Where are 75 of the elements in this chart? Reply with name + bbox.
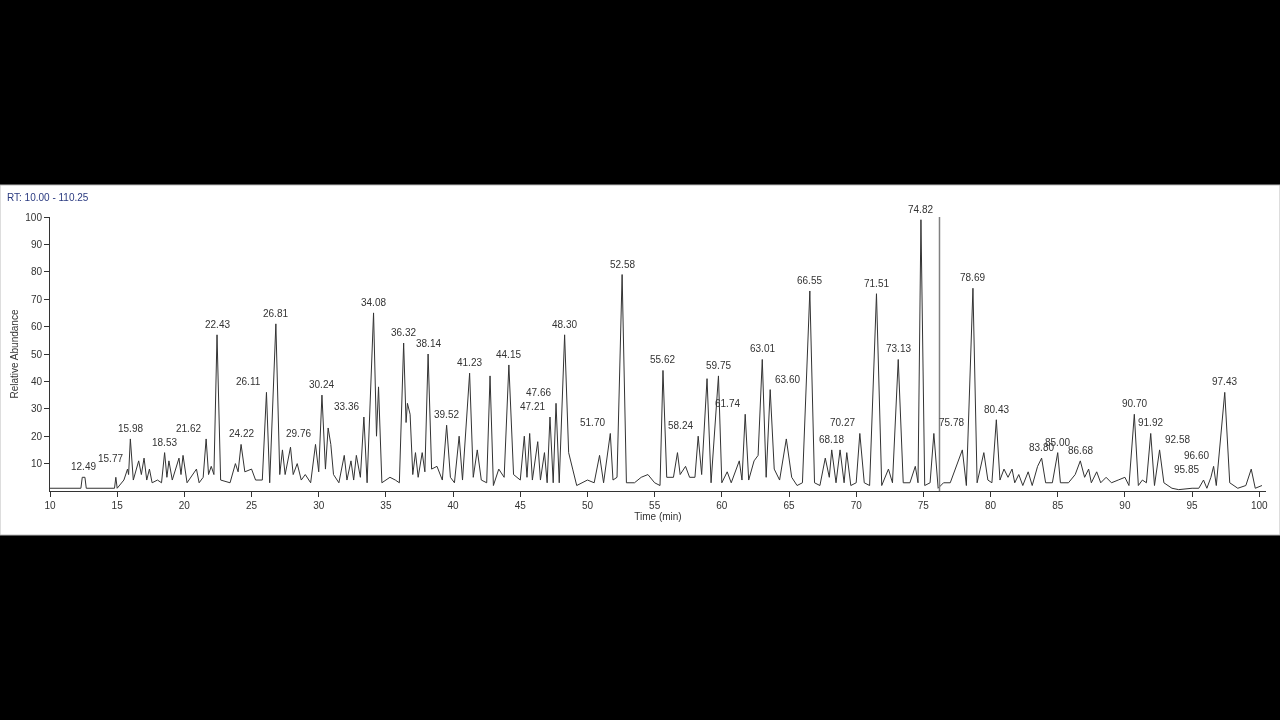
x-tick-label: 25 xyxy=(245,500,258,511)
annotation: 41.23 xyxy=(457,357,483,368)
x-tick-label: 40 xyxy=(447,500,460,511)
annotation: 30.24 xyxy=(309,379,335,390)
annotation: 59.75 xyxy=(706,360,732,371)
annotation: 29.76 xyxy=(286,428,312,439)
annotation: 86.68 xyxy=(1068,445,1094,456)
x-axis-title: Time (min) xyxy=(634,511,682,522)
annotation: 24.22 xyxy=(229,428,255,439)
y-tick-label: 20 xyxy=(30,430,43,442)
x-tick-label: 80 xyxy=(984,500,997,511)
annotation: 70.27 xyxy=(830,417,856,428)
annotation: 34.08 xyxy=(361,297,387,308)
annotation: 96.60 xyxy=(1184,450,1210,461)
annotation: 15.77 xyxy=(98,453,124,464)
x-tick-label: 55 xyxy=(649,500,661,511)
y-tick-label: 70 xyxy=(30,293,43,305)
annotation: 39.52 xyxy=(434,409,460,420)
annotation: 26.81 xyxy=(263,308,289,319)
annotation: 71.51 xyxy=(864,278,890,289)
x-tick-label: 85 xyxy=(1052,500,1064,511)
annotation: 26.11 xyxy=(236,376,261,387)
annotation: 63.01 xyxy=(750,343,776,354)
y-tick-label: 40 xyxy=(30,375,43,387)
annotation: 58.24 xyxy=(668,420,694,431)
annotation: 44.15 xyxy=(496,349,522,360)
annotation: 73.13 xyxy=(886,343,912,354)
y-axis-title: Relative Abundance xyxy=(9,309,21,399)
y-tick-label: 90 xyxy=(30,238,43,250)
x-tick-label: 65 xyxy=(783,500,796,511)
annotation: 97.43 xyxy=(1212,376,1238,387)
x-tick-label: 75 xyxy=(917,500,930,511)
annotation: 51.70 xyxy=(580,417,606,428)
x-tick-label: 30 xyxy=(313,500,325,511)
x-tick-label: 100 xyxy=(1250,500,1269,511)
annotation: 15.98 xyxy=(118,423,144,434)
y-tick-label: 80 xyxy=(30,266,43,278)
annotation: 18.53 xyxy=(152,437,178,448)
x-tick-label: 95 xyxy=(1186,500,1199,511)
x-tick-label: 70 xyxy=(850,500,863,511)
annotation: 95.85 xyxy=(1174,464,1200,475)
annotation: 68.18 xyxy=(819,434,845,445)
annotation: 90.70 xyxy=(1122,398,1148,409)
annotation: 78.69 xyxy=(960,272,986,283)
y-tick-label: 50 xyxy=(30,348,43,360)
annotation: 55.62 xyxy=(650,354,676,365)
annotation: 47.21 xyxy=(520,401,546,412)
annotation: 47.66 xyxy=(526,387,552,398)
x-tick-label: 90 xyxy=(1119,500,1131,511)
x-tick-label: 20 xyxy=(178,500,191,511)
annotation: 91.92 xyxy=(1138,417,1164,428)
y-tick-label: 60 xyxy=(30,321,43,333)
annotation: 22.43 xyxy=(205,319,231,330)
y-tick-label: 10 xyxy=(30,458,43,470)
annotation: 48.30 xyxy=(552,319,578,330)
annotation: 63.60 xyxy=(775,374,801,385)
annotation: 21.62 xyxy=(176,423,202,434)
annotation: 33.36 xyxy=(334,401,360,412)
chart-title: RT: 10.00 - 110.25 xyxy=(7,192,89,203)
x-tick-label: 60 xyxy=(716,500,728,511)
x-tick-label: 35 xyxy=(380,500,392,511)
annotation: 38.14 xyxy=(416,338,442,349)
x-tick-label: 45 xyxy=(514,500,527,511)
x-tick-label: 15 xyxy=(111,500,124,511)
annotation: 52.58 xyxy=(610,259,636,270)
annotation: 66.55 xyxy=(797,275,823,286)
annotation: 36.32 xyxy=(391,327,417,338)
annotation: 92.58 xyxy=(1165,434,1191,445)
x-tick-label: 50 xyxy=(581,500,594,511)
annotation: 80.43 xyxy=(984,404,1010,415)
y-tick-label: 30 xyxy=(30,403,43,415)
y-tick-label: 100 xyxy=(25,211,43,223)
annotation: 12.49 xyxy=(71,461,97,472)
x-tick-label: 10 xyxy=(44,500,56,511)
annotation: 74.82 xyxy=(908,204,934,215)
